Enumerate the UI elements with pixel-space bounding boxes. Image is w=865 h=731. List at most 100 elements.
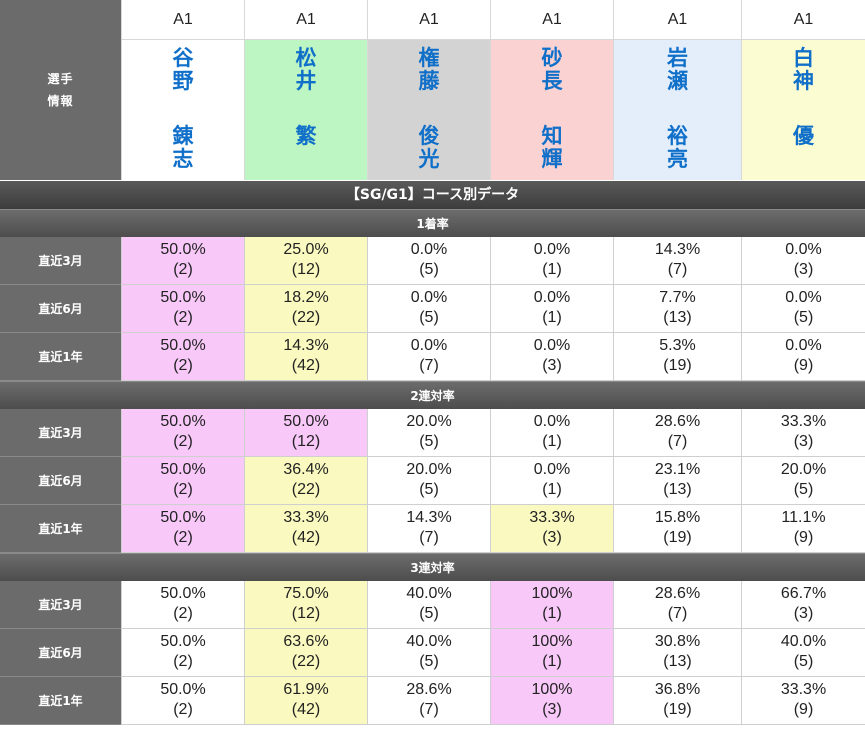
stat-rate: 100% bbox=[531, 681, 573, 698]
player-name[interactable]: 権藤俊光 bbox=[368, 40, 490, 171]
period-label: 直近1年 bbox=[0, 333, 121, 381]
stat-rate: 66.7% bbox=[780, 585, 827, 602]
stat-count: (19) bbox=[663, 357, 692, 374]
table-row: 直近1年 50.0% (2) 14.3% (42) 0.0% (7) 0.0% (3) 5.3% (… bbox=[0, 333, 865, 381]
stat-rate: 33.3% bbox=[780, 413, 827, 430]
period-label: 直近6月 bbox=[0, 629, 121, 677]
stat-rate: 100% bbox=[531, 585, 573, 602]
player-info-label-line2: 情報 bbox=[47, 94, 74, 108]
stat-rate: 50.0% bbox=[160, 241, 206, 258]
player-grade: A1 bbox=[368, 0, 490, 40]
stat-count: (2) bbox=[173, 701, 193, 718]
stat-cell: 28.6% (7) bbox=[613, 581, 741, 629]
player-name-char: 権 bbox=[418, 46, 440, 70]
section-banner: 3連対率 bbox=[0, 553, 865, 581]
stat-cell: 50.0% (12) bbox=[244, 409, 367, 457]
stat-cell: 20.0% (5) bbox=[367, 457, 490, 505]
stat-cell: 0.0% (3) bbox=[490, 333, 613, 381]
stat-count: (13) bbox=[663, 481, 692, 498]
stat-cell: 33.3% (9) bbox=[741, 677, 865, 725]
stat-rate: 33.3% bbox=[780, 681, 827, 698]
stat-count: (19) bbox=[663, 529, 692, 546]
stat-rate: 14.3% bbox=[654, 241, 701, 258]
stat-rate: 20.0% bbox=[406, 461, 452, 478]
stat-cell: 0.0% (5) bbox=[367, 285, 490, 333]
stat-cell: 61.9% (42) bbox=[244, 677, 367, 725]
stat-cell: 40.0% (5) bbox=[741, 629, 865, 677]
table-row: 直近6月 50.0% (2) 18.2% (22) 0.0% (5) 0.0% (1) 7.7% (… bbox=[0, 285, 865, 333]
table-row: 直近3月 50.0% (2) 50.0% (12) 20.0% (5) 0.0% (1) 28.6… bbox=[0, 409, 865, 457]
stat-count: (22) bbox=[291, 309, 321, 326]
player-name-char: 光 bbox=[418, 147, 440, 171]
stat-rate: 28.6% bbox=[654, 585, 701, 602]
player-name-char: 輝 bbox=[541, 147, 563, 171]
stat-cell: 50.0% (2) bbox=[121, 457, 244, 505]
player-grade: A1 bbox=[122, 0, 244, 40]
player-grade: A1 bbox=[614, 0, 741, 40]
player-column-3: A1 権藤俊光 bbox=[367, 0, 490, 180]
stat-rate: 100% bbox=[531, 633, 573, 650]
stat-cell: 14.3% (42) bbox=[244, 333, 367, 381]
player-name-char: 知 bbox=[541, 124, 563, 148]
player-grade: A1 bbox=[742, 0, 865, 40]
stat-rate: 14.3% bbox=[406, 509, 452, 526]
player-name-char: 俊 bbox=[418, 124, 440, 148]
stat-rate: 7.7% bbox=[659, 289, 696, 306]
period-label: 直近1年 bbox=[0, 677, 121, 725]
stat-count: (2) bbox=[173, 261, 193, 278]
stat-rate: 0.0% bbox=[533, 289, 571, 306]
player-name[interactable]: 谷野錬志 bbox=[122, 40, 244, 171]
player-name-char: 瀬 bbox=[667, 69, 688, 93]
stat-rate: 50.0% bbox=[160, 461, 206, 478]
stat-cell: 50.0% (2) bbox=[121, 333, 244, 381]
stat-cell: 0.0% (1) bbox=[490, 457, 613, 505]
stat-count: (13) bbox=[663, 309, 692, 326]
stat-count: (3) bbox=[542, 357, 562, 374]
stat-count: (1) bbox=[542, 261, 562, 278]
stat-count: (19) bbox=[663, 701, 692, 718]
player-name-char: 白 bbox=[793, 46, 814, 70]
stat-count: (5) bbox=[419, 309, 439, 326]
stat-cell: 0.0% (3) bbox=[741, 237, 865, 285]
stat-cell: 0.0% (5) bbox=[741, 285, 865, 333]
player-name[interactable]: 岩瀬裕亮 bbox=[614, 40, 741, 171]
stat-count: (1) bbox=[542, 309, 562, 326]
player-name-char: 井 bbox=[295, 69, 317, 93]
stat-cell: 100% (1) bbox=[490, 629, 613, 677]
player-name[interactable]: 松井繁 bbox=[245, 40, 367, 148]
player-name-char: 砂 bbox=[541, 46, 563, 70]
player-grade: A1 bbox=[245, 0, 367, 40]
stat-count: (5) bbox=[419, 481, 439, 498]
stat-cell: 0.0% (1) bbox=[490, 409, 613, 457]
stat-rate: 0.0% bbox=[533, 413, 571, 430]
stat-rate: 33.3% bbox=[283, 509, 329, 526]
stat-count: (5) bbox=[419, 653, 439, 670]
stat-cell: 25.0% (12) bbox=[244, 237, 367, 285]
stat-rate: 33.3% bbox=[529, 509, 575, 526]
stat-cell: 50.0% (2) bbox=[121, 629, 244, 677]
player-name[interactable]: 砂長知輝 bbox=[491, 40, 613, 171]
player-name-char: 錬 bbox=[172, 124, 194, 148]
player-name[interactable]: 白神優 bbox=[742, 40, 865, 148]
player-name-char: 長 bbox=[541, 69, 563, 93]
period-label: 直近3月 bbox=[0, 581, 121, 629]
player-name-char: 裕 bbox=[667, 124, 688, 148]
stat-rate: 5.3% bbox=[659, 337, 696, 354]
stat-count: (1) bbox=[542, 653, 562, 670]
stat-cell: 50.0% (2) bbox=[121, 677, 244, 725]
stat-cell: 30.8% (13) bbox=[613, 629, 741, 677]
stat-rate: 0.0% bbox=[785, 289, 822, 306]
stat-cell: 0.0% (1) bbox=[490, 285, 613, 333]
stat-cell: 50.0% (2) bbox=[121, 505, 244, 553]
table-row: 直近3月 50.0% (2) 25.0% (12) 0.0% (5) 0.0% (1) 14.3%… bbox=[0, 237, 865, 285]
stat-rate: 40.0% bbox=[406, 585, 452, 602]
stat-count: (2) bbox=[173, 653, 193, 670]
player-column-6: A1 白神優 bbox=[741, 0, 865, 180]
stat-rate: 40.0% bbox=[406, 633, 452, 650]
stat-rate: 36.8% bbox=[654, 681, 701, 698]
stat-count: (2) bbox=[173, 433, 193, 450]
stat-cell: 100% (3) bbox=[490, 677, 613, 725]
stat-cell: 50.0% (2) bbox=[121, 285, 244, 333]
stat-cell: 20.0% (5) bbox=[367, 409, 490, 457]
stat-cell: 33.3% (42) bbox=[244, 505, 367, 553]
